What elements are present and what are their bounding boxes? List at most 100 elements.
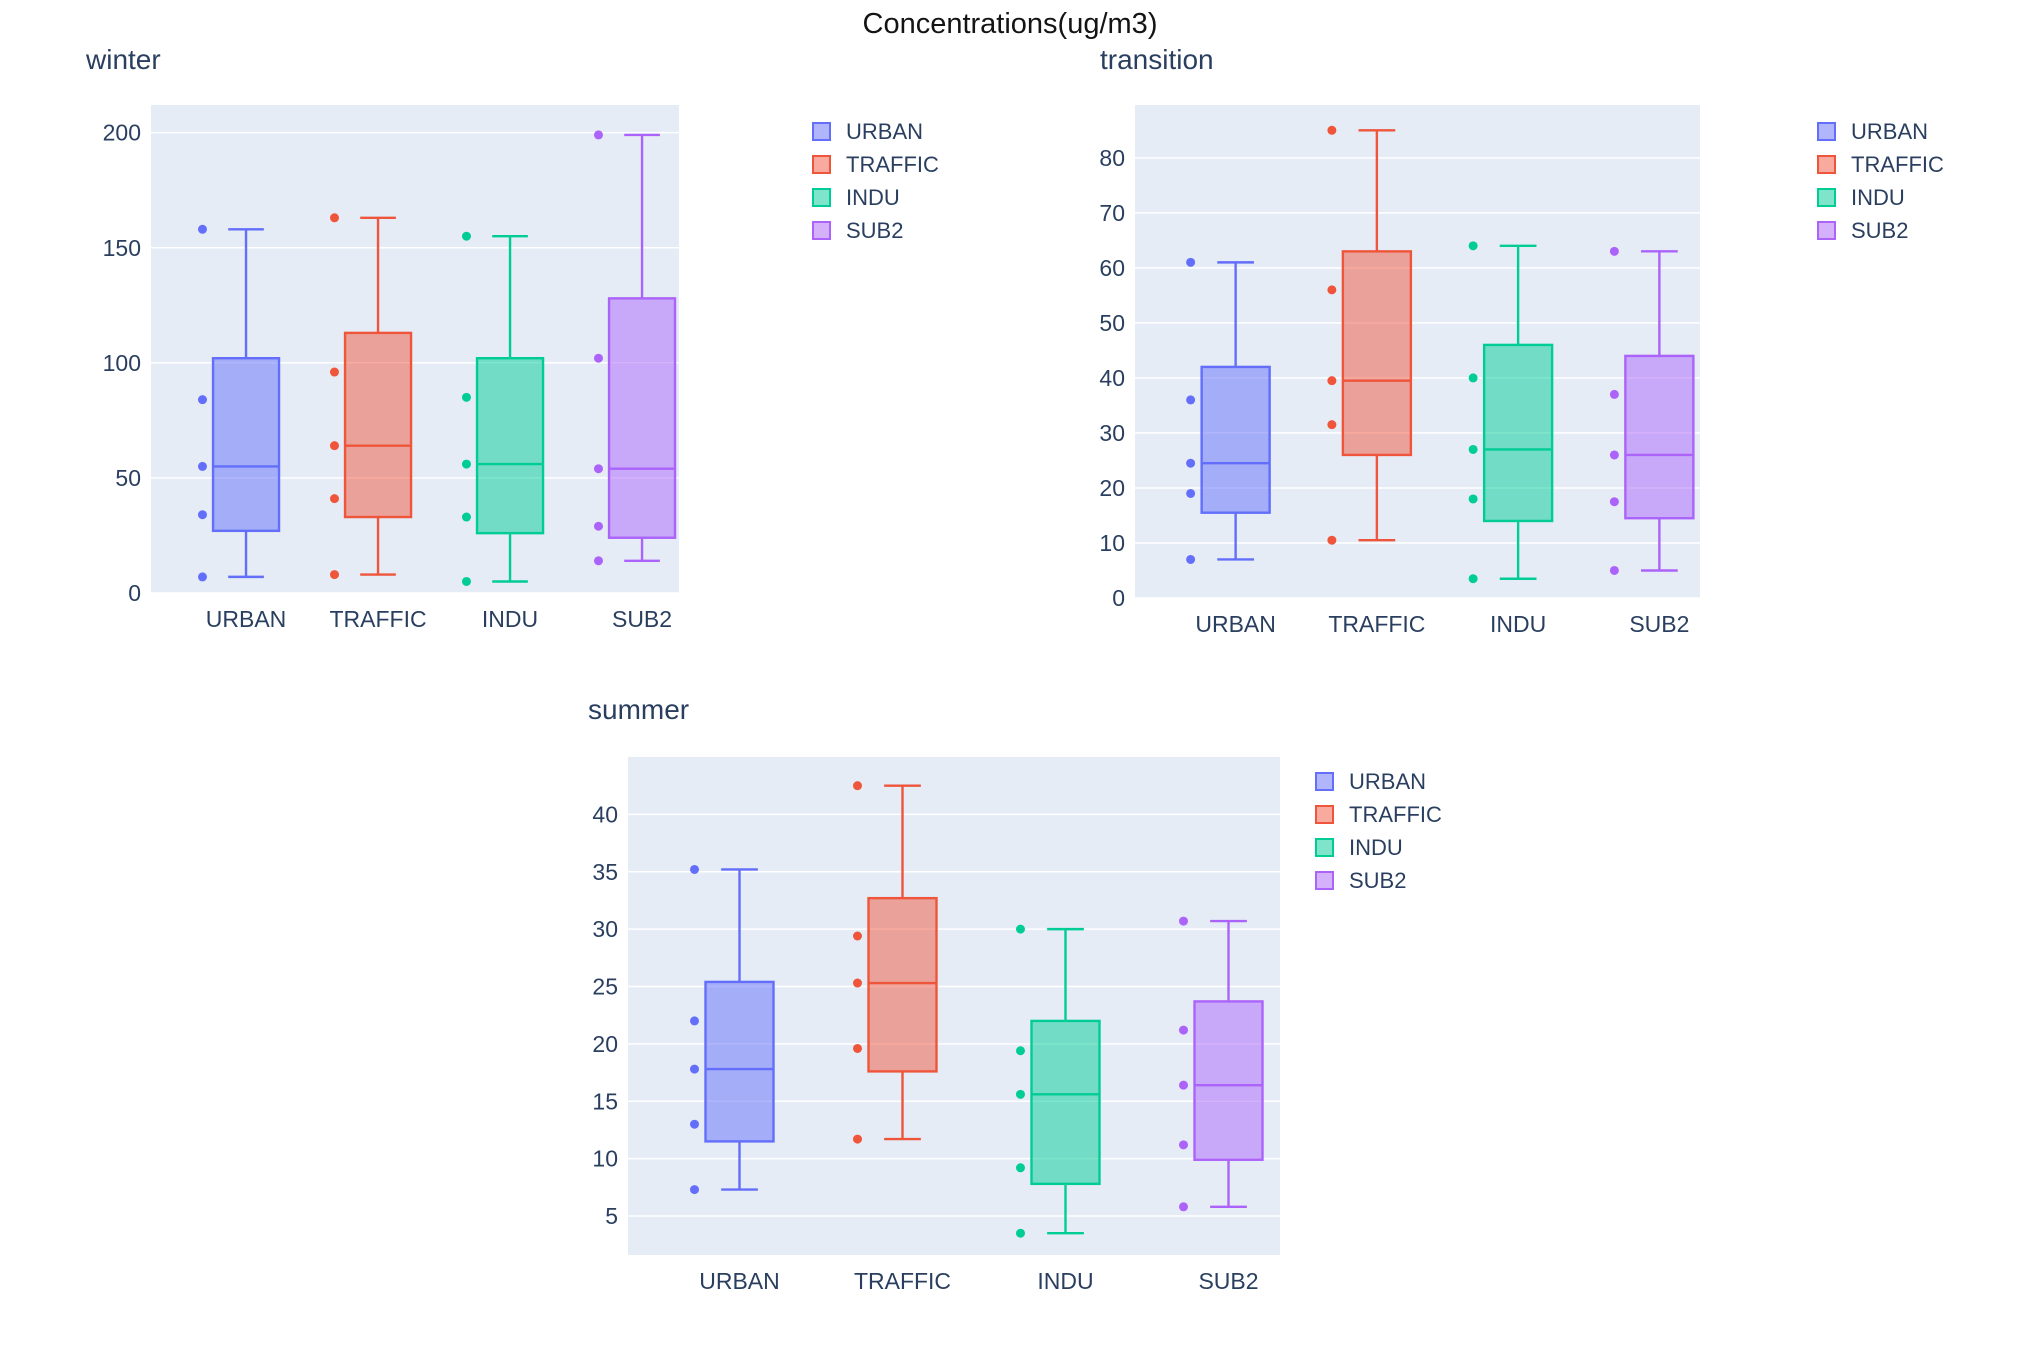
legend-item-INDU[interactable]: INDU — [1315, 831, 1442, 864]
data-point[interactable] — [1327, 535, 1337, 545]
data-point[interactable] — [1186, 488, 1196, 498]
box-trace-transition-TRAFFIC[interactable] — [1327, 125, 1413, 545]
box-trace-transition-URBAN[interactable] — [1186, 257, 1271, 564]
iqr-box[interactable] — [1193, 1000, 1264, 1161]
legend-item-TRAFFIC[interactable]: TRAFFIC — [812, 148, 939, 181]
data-point[interactable] — [1179, 1140, 1188, 1150]
y-tick-label: 10 — [592, 1146, 618, 1172]
data-point[interactable] — [1468, 494, 1478, 504]
plot-area-transition[interactable] — [1135, 105, 1700, 598]
box-trace-summer-TRAFFIC[interactable] — [853, 781, 938, 1144]
legend-item-URBAN[interactable]: URBAN — [812, 115, 939, 148]
data-point[interactable] — [1609, 497, 1619, 507]
box-trace-winter-TRAFFIC[interactable] — [329, 213, 413, 580]
data-point[interactable] — [593, 130, 603, 140]
iqr-box[interactable] — [343, 331, 413, 519]
iqr-box[interactable] — [475, 357, 545, 535]
data-point[interactable] — [329, 441, 339, 451]
data-point[interactable] — [1609, 565, 1619, 575]
data-point[interactable] — [1016, 1089, 1025, 1099]
iqr-box[interactable] — [1341, 250, 1413, 457]
iqr-box[interactable] — [1482, 343, 1554, 523]
data-point[interactable] — [1468, 444, 1478, 454]
data-point[interactable] — [329, 213, 339, 223]
data-point[interactable] — [853, 781, 862, 791]
data-point[interactable] — [197, 461, 207, 471]
data-point[interactable] — [690, 1119, 699, 1129]
data-point[interactable] — [461, 392, 471, 402]
data-point[interactable] — [1327, 420, 1337, 430]
iqr-box[interactable] — [607, 297, 677, 539]
data-point[interactable] — [1327, 376, 1337, 386]
legend-item-URBAN[interactable]: URBAN — [1315, 765, 1442, 798]
legend-item-INDU[interactable]: INDU — [812, 181, 939, 214]
data-point[interactable] — [593, 521, 603, 531]
box-trace-winter-SUB2[interactable] — [593, 130, 677, 566]
box-trace-winter-URBAN[interactable] — [197, 224, 281, 582]
data-point[interactable] — [197, 395, 207, 405]
iqr-box[interactable] — [1200, 365, 1271, 514]
data-point[interactable] — [853, 978, 862, 988]
box-trace-winter-INDU[interactable] — [461, 231, 545, 586]
data-point[interactable] — [1179, 1080, 1188, 1090]
data-point[interactable] — [329, 494, 339, 504]
iqr-box[interactable] — [704, 980, 775, 1143]
data-point[interactable] — [690, 1185, 699, 1195]
legend-item-TRAFFIC[interactable]: TRAFFIC — [1315, 798, 1442, 831]
data-point[interactable] — [1016, 924, 1025, 934]
iqr-box[interactable] — [1624, 354, 1695, 520]
data-point[interactable] — [1609, 389, 1619, 399]
data-point[interactable] — [690, 864, 699, 874]
data-point[interactable] — [197, 572, 207, 582]
data-point[interactable] — [853, 1043, 862, 1053]
box-trace-summer-SUB2[interactable] — [1179, 916, 1264, 1212]
data-point[interactable] — [1016, 1228, 1025, 1238]
data-point[interactable] — [690, 1016, 699, 1026]
legend-item-INDU[interactable]: INDU — [1817, 181, 1944, 214]
data-point[interactable] — [1016, 1046, 1025, 1056]
legend-item-SUB2[interactable]: SUB2 — [1315, 864, 1442, 897]
box-trace-summer-INDU[interactable] — [1016, 924, 1101, 1238]
data-point[interactable] — [593, 353, 603, 363]
data-point[interactable] — [1468, 373, 1478, 383]
data-point[interactable] — [853, 931, 862, 941]
data-point[interactable] — [197, 224, 207, 234]
data-point[interactable] — [461, 231, 471, 241]
x-tick-label-SUB2: SUB2 — [1198, 1268, 1258, 1294]
data-point[interactable] — [329, 367, 339, 377]
data-point[interactable] — [461, 576, 471, 586]
legend-item-URBAN[interactable]: URBAN — [1817, 115, 1944, 148]
box-trace-summer-URBAN[interactable] — [690, 864, 775, 1195]
box-trace-transition-SUB2[interactable] — [1609, 246, 1695, 575]
data-point[interactable] — [1186, 554, 1196, 564]
data-point[interactable] — [1179, 916, 1188, 926]
box-trace-transition-INDU[interactable] — [1468, 241, 1554, 584]
data-point[interactable] — [1186, 395, 1196, 405]
data-point[interactable] — [1186, 257, 1196, 267]
data-point[interactable] — [853, 1134, 862, 1144]
iqr-box[interactable] — [867, 896, 938, 1073]
data-point[interactable] — [593, 464, 603, 474]
legend-item-SUB2[interactable]: SUB2 — [812, 214, 939, 247]
data-point[interactable] — [461, 459, 471, 469]
iqr-box[interactable] — [211, 357, 281, 533]
data-point[interactable] — [1609, 450, 1619, 460]
data-point[interactable] — [1016, 1163, 1025, 1173]
data-point[interactable] — [1468, 241, 1478, 251]
legend-item-SUB2[interactable]: SUB2 — [1817, 214, 1944, 247]
data-point[interactable] — [1609, 246, 1619, 256]
data-point[interactable] — [690, 1064, 699, 1074]
legend-swatch-URBAN — [1817, 122, 1836, 141]
data-point[interactable] — [1179, 1025, 1188, 1035]
data-point[interactable] — [1179, 1202, 1188, 1212]
data-point[interactable] — [461, 512, 471, 522]
iqr-box[interactable] — [1030, 1019, 1101, 1186]
data-point[interactable] — [329, 570, 339, 580]
data-point[interactable] — [1468, 574, 1478, 584]
legend-item-TRAFFIC[interactable]: TRAFFIC — [1817, 148, 1944, 181]
data-point[interactable] — [1327, 125, 1337, 135]
data-point[interactable] — [197, 510, 207, 520]
data-point[interactable] — [593, 556, 603, 566]
data-point[interactable] — [1186, 458, 1196, 468]
data-point[interactable] — [1327, 285, 1337, 295]
